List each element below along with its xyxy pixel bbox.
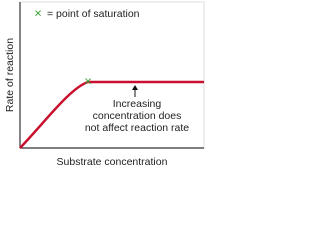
plot-frame bbox=[19, 1, 205, 149]
arrow-head bbox=[132, 85, 138, 90]
legend-marker: × bbox=[34, 5, 42, 20]
y-axis-label: Rate of reaction bbox=[4, 38, 16, 112]
annotation-line: Increasing bbox=[113, 98, 162, 110]
x-axis-label: Substrate concentration bbox=[57, 156, 168, 168]
annotation-line: not affect reaction rate bbox=[85, 122, 189, 134]
legend-label: = point of saturation bbox=[47, 8, 140, 20]
rate-curve bbox=[19, 80, 204, 149]
page: {"legend": {"marker": "×", "label": "= p… bbox=[0, 0, 207, 174]
saturation-marker: × bbox=[84, 73, 92, 88]
diagram: × × = point of saturation Increasing con… bbox=[4, 1, 205, 168]
annotation-line: concentration does bbox=[93, 110, 182, 122]
